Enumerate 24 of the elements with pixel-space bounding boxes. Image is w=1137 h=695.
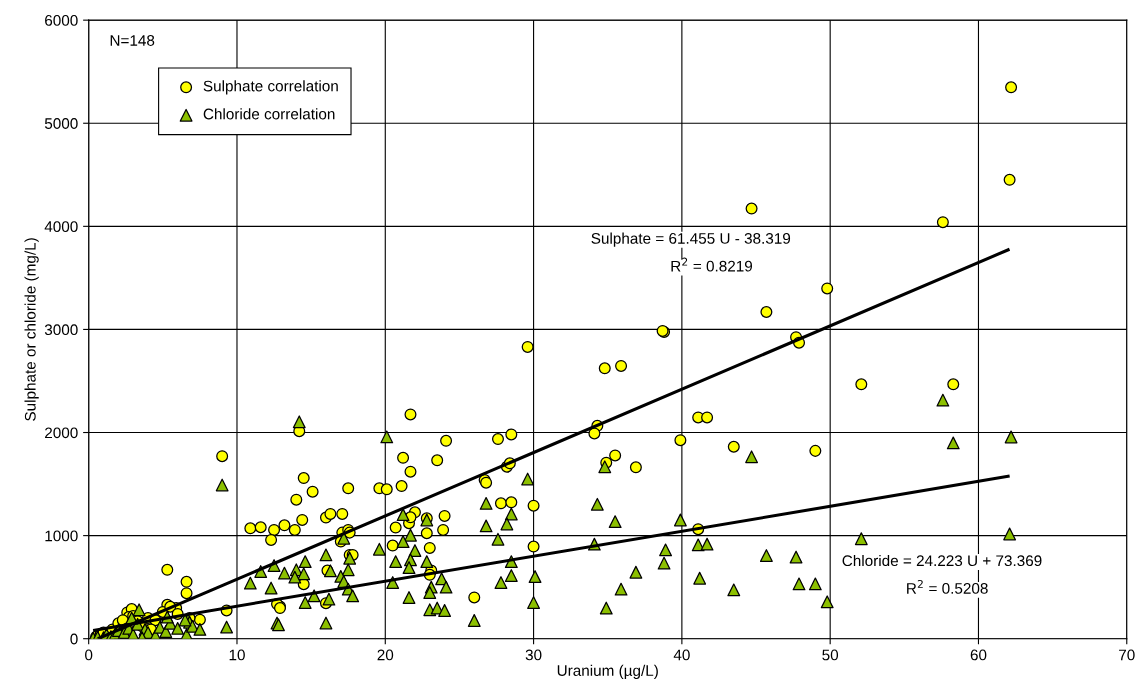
y-tick-label: 5000 [44, 118, 78, 129]
x-tick-label: 30 [525, 649, 542, 661]
x-tick-label: 50 [822, 649, 839, 661]
y-tick-label: 0 [70, 633, 78, 645]
y-tick-label: 4000 [44, 221, 78, 233]
x-tick-label: 0 [85, 649, 93, 661]
legend-label: Sulphate correlation [203, 80, 338, 95]
y-tick-label: 6000 [45, 15, 78, 26]
x-tick-label: 40 [673, 649, 690, 661]
annotation: N=148 [110, 35, 155, 46]
legend-label: Chloride correlation [203, 108, 335, 120]
y-tick-label: 1000 [45, 530, 78, 542]
annotation: R$^{2}$ = 0.8219 [671, 257, 753, 272]
annotation: Chloride = 24.223 U + 73.369 [842, 554, 1042, 567]
y-axis-title: Sulphate or chloride (mg/L) [24, 238, 39, 421]
x-tick-label: 60 [970, 649, 987, 661]
x-tick-label: 70 [1119, 649, 1135, 661]
annotation: R$^{2}$ = 0.5208 [907, 579, 988, 594]
annotation: Sulphate = 61.455 U - 38.319 [591, 232, 791, 247]
x-tick-label: 20 [377, 649, 394, 661]
x-tick-label: 10 [229, 649, 245, 661]
y-tick-label: 3000 [44, 324, 78, 336]
y-tick-label: 2000 [45, 427, 78, 439]
x-axis-title: Uranium (µg/L) [557, 664, 658, 679]
